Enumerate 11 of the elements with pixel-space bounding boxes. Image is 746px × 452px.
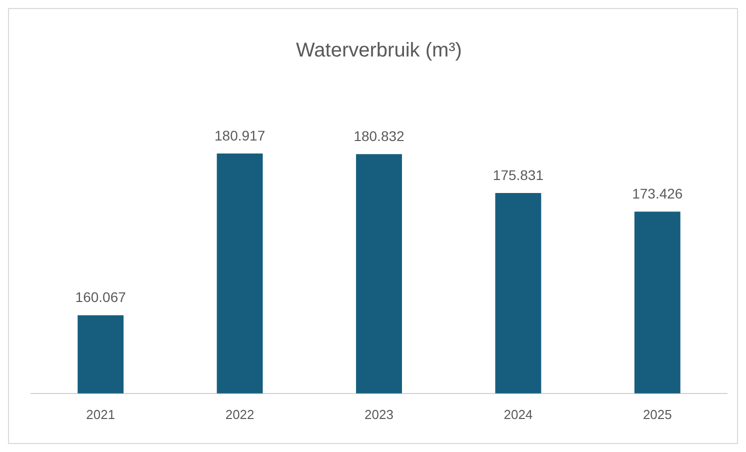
chart-title: Waterverbruik (m³): [296, 40, 462, 62]
x-tick-label: 2025: [642, 406, 672, 422]
x-tick-label: 2022: [225, 406, 254, 422]
data-label: 180.917: [214, 127, 266, 144]
data-label: 175.831: [492, 166, 544, 183]
data-label: 173.426: [632, 185, 683, 202]
data-label: 180.832: [354, 128, 405, 144]
x-tick-label: 2023: [364, 406, 394, 422]
x-tick-label: 2024: [504, 406, 533, 422]
data-label: 160.067: [75, 289, 126, 306]
x-tick-label: 2021: [86, 406, 116, 422]
